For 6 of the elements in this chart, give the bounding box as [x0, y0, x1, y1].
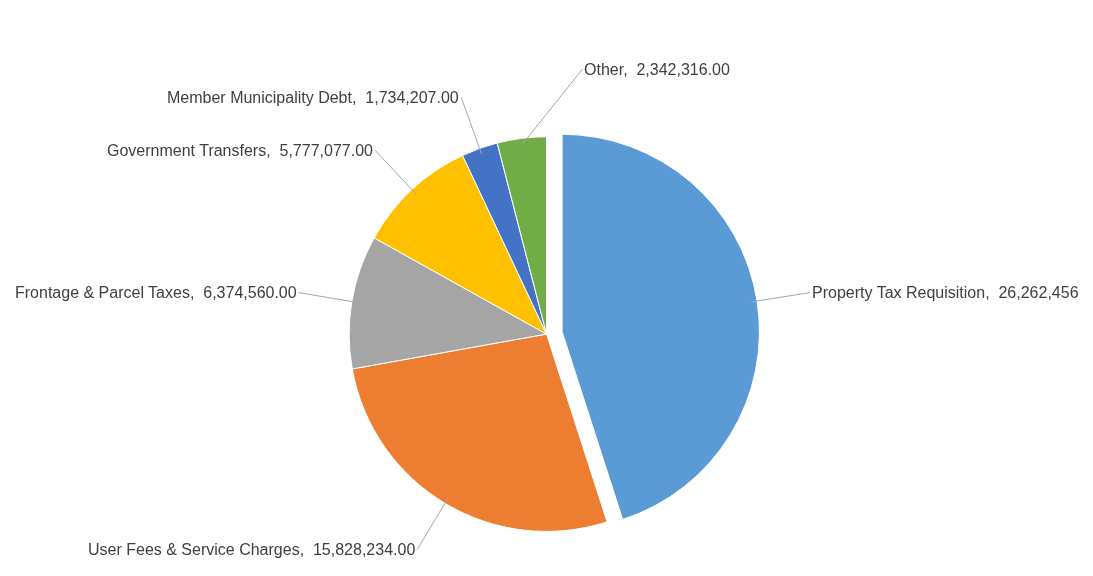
slice-label: Property Tax Requisition, 26,262,456 — [812, 284, 1079, 301]
slice-label: User Fees & Service Charges, 15,828,234.00 — [88, 541, 416, 558]
slice-label: Other, 2,342,316.00 — [584, 61, 730, 78]
slice-label: Member Municipality Debt, 1,734,207.00 — [167, 89, 459, 106]
slice-label: Frontage & Parcel Taxes, 6,374,560.00 — [15, 284, 297, 301]
slice-label: Government Transfers, 5,777,077.00 — [107, 142, 374, 159]
